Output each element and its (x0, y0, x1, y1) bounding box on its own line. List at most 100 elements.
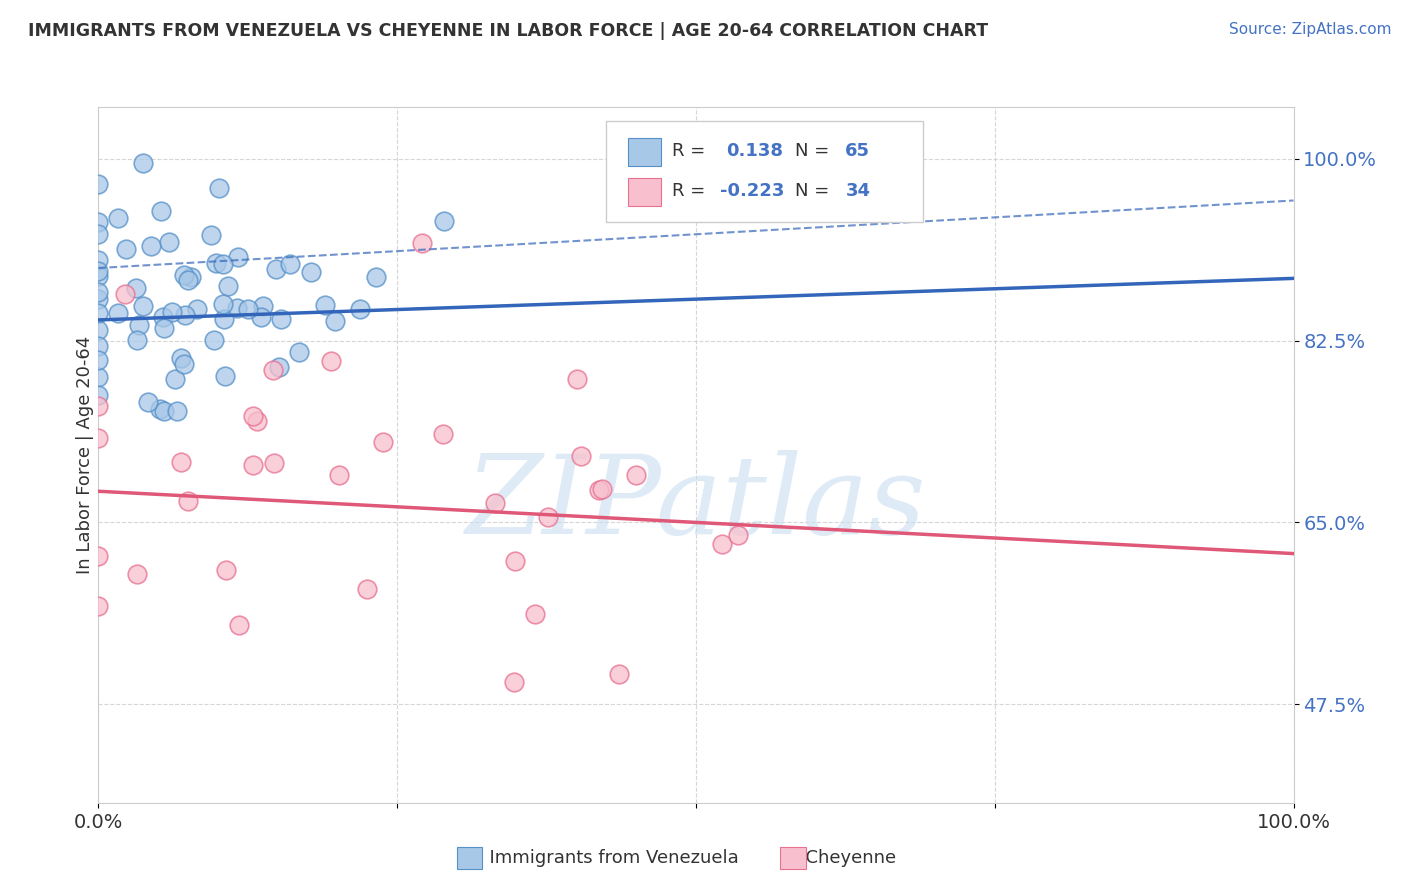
Point (364, 270, 387, 285)
Point (212, 296, 235, 310)
Point (132, 300, 155, 314)
Point (537, 509, 560, 524)
Text: Cheyenne: Cheyenne (794, 849, 897, 867)
Point (246, 414, 269, 428)
Point (202, 333, 225, 347)
Point (114, 287, 136, 301)
Point (125, 281, 148, 295)
Point (569, 449, 592, 463)
Point (170, 455, 193, 469)
Point (107, 211, 129, 225)
Point (263, 457, 285, 471)
Point (269, 359, 291, 374)
Point (624, 468, 647, 483)
Point (87, 264, 110, 278)
Point (157, 235, 180, 250)
Point (349, 302, 371, 317)
Point (87, 549, 110, 563)
Point (607, 667, 630, 681)
Point (149, 401, 172, 416)
Point (200, 227, 222, 242)
Point (238, 301, 260, 316)
Point (87, 431, 110, 445)
Point (288, 345, 311, 359)
Point (186, 302, 208, 317)
Y-axis label: In Labor Force | Age 20-64: In Labor Force | Age 20-64 (76, 335, 94, 574)
Point (215, 563, 238, 577)
Point (588, 483, 610, 497)
Point (591, 483, 613, 497)
Text: 34: 34 (845, 182, 870, 200)
Point (87, 339, 110, 353)
Point (87, 252, 110, 267)
Point (321, 354, 343, 368)
Point (270, 311, 292, 326)
Point (87, 399, 110, 413)
Point (149, 204, 172, 219)
Point (710, 537, 733, 551)
Point (432, 427, 454, 442)
Point (87, 352, 110, 367)
Text: N =: N = (796, 182, 835, 200)
Point (262, 363, 284, 377)
Text: Source: ZipAtlas.com: Source: ZipAtlas.com (1229, 22, 1392, 37)
Point (727, 527, 749, 541)
Point (411, 235, 433, 250)
Text: IMMIGRANTS FROM VENEZUELA VS CHEYENNE IN LABOR FORCE | AGE 20-64 CORRELATION CHA: IMMIGRANTS FROM VENEZUELA VS CHEYENNE IN… (28, 22, 988, 40)
Text: R =: R = (672, 142, 711, 160)
Point (177, 493, 200, 508)
Point (211, 257, 233, 271)
Point (87, 387, 110, 401)
Point (87, 285, 110, 299)
Point (160, 305, 183, 319)
Point (163, 372, 186, 386)
Point (174, 308, 197, 322)
Bar (628, 178, 661, 206)
Point (87, 306, 110, 320)
Point (173, 268, 195, 282)
Point (87, 178, 110, 192)
Point (87, 215, 110, 229)
Text: 65: 65 (845, 142, 870, 160)
FancyBboxPatch shape (606, 121, 922, 222)
Text: R =: R = (672, 182, 711, 200)
Point (87, 292, 110, 306)
Point (242, 458, 264, 472)
Point (136, 394, 159, 409)
Point (177, 273, 200, 287)
Point (153, 404, 176, 418)
Point (299, 265, 322, 279)
Point (433, 214, 456, 228)
Point (132, 155, 155, 169)
Point (214, 368, 236, 383)
Point (87, 599, 110, 614)
Point (87, 227, 110, 241)
Point (314, 298, 336, 312)
Point (152, 321, 174, 335)
Point (87, 370, 110, 384)
Point (173, 357, 195, 371)
Text: -0.223: -0.223 (720, 182, 785, 200)
Point (484, 496, 506, 510)
Point (226, 301, 249, 315)
Point (328, 468, 350, 483)
Point (228, 618, 250, 632)
Point (252, 299, 274, 313)
Point (356, 582, 378, 596)
Point (250, 310, 273, 325)
Point (87, 268, 110, 283)
Point (180, 269, 202, 284)
Point (125, 333, 148, 347)
Point (242, 409, 264, 424)
Point (503, 554, 526, 568)
Point (264, 262, 287, 277)
Point (208, 181, 231, 195)
Point (524, 607, 547, 621)
Point (169, 351, 191, 365)
Point (125, 567, 148, 582)
Point (280, 257, 302, 271)
Point (152, 310, 174, 324)
Point (212, 312, 235, 326)
Point (128, 318, 150, 332)
Point (217, 279, 239, 293)
